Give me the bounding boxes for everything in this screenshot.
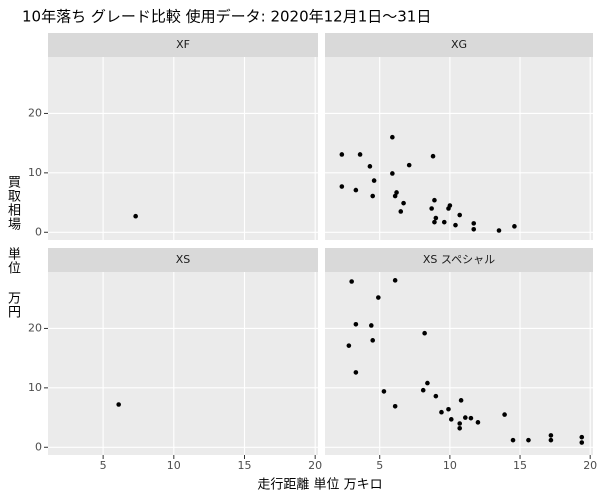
point [425,380,430,386]
panel [325,57,593,240]
point [430,153,436,159]
point [357,152,363,157]
y-tick-label: 10 [28,166,42,179]
point [370,338,376,343]
point [468,415,474,421]
x-tick-label: 5 [100,459,107,472]
point [579,434,585,440]
point [392,278,398,283]
point [339,152,345,157]
point [457,421,463,426]
strip-label: XS [176,253,191,266]
x-tick-label: 10 [443,459,457,472]
panel [48,272,318,455]
strip-label: XF [176,38,190,51]
point [548,433,554,438]
point [457,212,463,218]
point [579,440,585,445]
point [422,330,427,336]
x-tick-label: 5 [376,459,383,472]
y-tick-label: 0 [35,225,42,238]
point [370,193,376,199]
point [353,187,359,193]
point [433,393,439,399]
point [349,279,354,284]
point [116,402,121,407]
point [432,197,437,203]
point [471,221,477,226]
point [353,321,359,327]
point [371,178,377,183]
point [475,420,481,425]
point [133,213,138,219]
point [548,437,554,443]
point [471,227,477,232]
strip [48,33,318,57]
strip-label: XG [451,38,467,51]
point [390,171,395,176]
point [398,209,404,214]
point [392,403,398,409]
point [463,415,468,420]
x-tick-label: 15 [237,459,251,472]
point [406,162,412,168]
point [448,417,454,422]
point [446,406,451,412]
point [453,222,458,228]
chart-title: 10年落ち グレード比較 使用データ: 2020年12月1日～31日 [22,8,431,26]
x-tick-label: 20 [583,459,597,472]
strip [48,248,318,272]
point [376,295,381,300]
point [392,193,398,199]
point [458,398,464,403]
x-axis-label: 走行距離 単位 万キロ [257,477,382,493]
point [432,219,437,225]
x-tick-label: 10 [167,459,181,472]
point [394,190,399,195]
point [496,228,502,233]
point [433,215,439,221]
point [339,184,345,189]
strip [325,33,593,57]
strip-label: XS スペシャル [423,253,495,266]
point [401,200,406,206]
y-axis-label: 買取相場 単位 万円 [5,175,20,319]
panel [48,57,318,240]
x-tick-label: 20 [308,459,322,472]
y-tick-label: 20 [28,106,42,119]
point [390,134,395,140]
point [353,370,359,375]
strip [325,248,593,272]
point [512,224,517,229]
x-tick-label: 15 [513,459,527,472]
point [381,389,387,394]
point [439,409,444,415]
y-tick-label: 0 [35,440,42,453]
y-tick-label: 20 [28,321,42,334]
y-tick-label: 10 [28,381,42,394]
point [441,219,447,225]
point [369,323,374,328]
point [447,203,453,208]
point [510,437,516,443]
point [420,387,426,393]
point [367,164,373,169]
point [429,206,434,211]
point [502,412,507,417]
point [457,425,463,431]
point [526,437,531,443]
point [346,343,352,348]
